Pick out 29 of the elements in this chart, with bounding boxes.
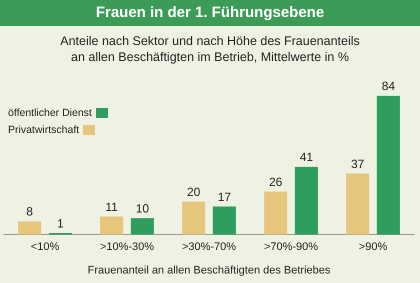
data-label: 41: [300, 150, 314, 164]
x-tick-label: <10%: [30, 241, 60, 254]
bar: [182, 202, 206, 235]
data-label: 20: [186, 184, 201, 199]
x-tick-label: >30%-70%: [182, 241, 236, 254]
data-label: 8: [26, 204, 34, 219]
data-label: 84: [382, 79, 396, 94]
bar: [212, 206, 236, 235]
bar: [100, 216, 124, 235]
data-label: 26: [268, 174, 283, 189]
bar: [130, 218, 154, 235]
legend-label: öffentlicher Dienst: [8, 106, 92, 118]
data-label: 11: [105, 200, 118, 214]
x-tick-label: >70%-90%: [264, 241, 318, 254]
data-label: 1: [57, 216, 64, 230]
chart-subtitle: Anteile nach Sektor und nach Höhe des Frauenanteils an allen Beschäftigten im Betrieb, Mittelwerte in %: [60, 33, 360, 65]
x-tick-label: >90%: [358, 241, 388, 254]
bar: [264, 192, 288, 235]
x-axis-title: Frauenanteil an allen Beschäftigten des Betriebes: [88, 264, 331, 276]
x-tick-label: >10%-30%: [100, 241, 154, 254]
data-label: 17: [218, 190, 232, 204]
legend-label: Privatwirtschaft: [8, 124, 80, 136]
bar: [294, 166, 318, 235]
data-label: 10: [136, 201, 150, 216]
bar: [18, 221, 42, 235]
data-label: 37: [350, 156, 365, 171]
bar: [376, 96, 400, 235]
bar: [346, 174, 370, 235]
chart-title: Frauen in der 1. Führungsebene: [0, 0, 420, 26]
